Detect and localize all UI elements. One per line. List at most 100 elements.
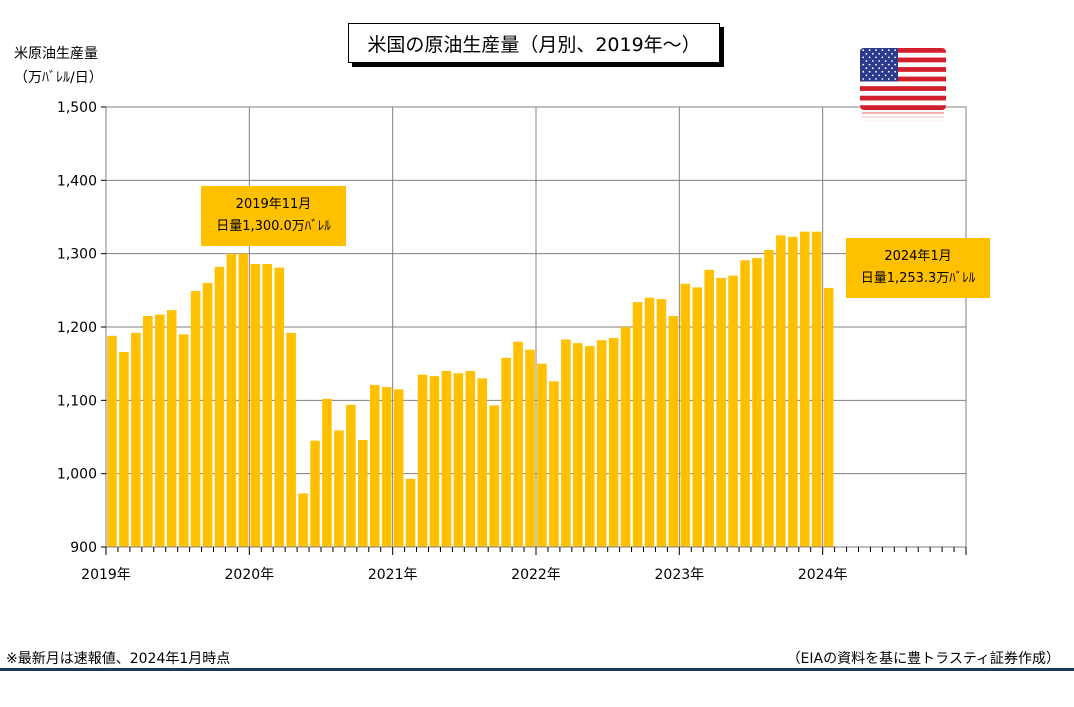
bar — [369, 384, 380, 547]
flag-star — [878, 52, 881, 55]
bar — [740, 260, 750, 547]
flag-star — [884, 67, 887, 70]
flag-star — [878, 60, 881, 62]
bar — [429, 376, 440, 547]
y-tick-label: 1,100 — [57, 393, 97, 409]
flag-star — [878, 67, 881, 70]
bar — [716, 277, 726, 547]
flag-star — [881, 78, 884, 80]
flag-star — [868, 63, 871, 66]
bar — [692, 287, 703, 547]
y-tick-label: 1,200 — [57, 320, 97, 336]
bar — [549, 381, 559, 547]
callout-latest-date: 2024年1月 — [884, 249, 952, 264]
flag-star — [887, 49, 890, 52]
bar — [166, 310, 177, 547]
x-tick-label: 2019年 — [81, 567, 131, 583]
flag-star — [871, 52, 874, 55]
bar — [107, 335, 117, 547]
bar — [441, 371, 452, 547]
bar — [238, 253, 249, 547]
bar — [393, 389, 404, 547]
bar-series — [107, 231, 834, 548]
flag-star — [887, 78, 890, 80]
flag-star — [865, 52, 868, 55]
bar — [119, 351, 129, 547]
flag-reflection — [860, 110, 946, 126]
flag-star — [875, 49, 877, 52]
bar — [704, 269, 714, 547]
bar — [728, 275, 738, 547]
bar — [668, 316, 679, 547]
bar — [250, 263, 261, 547]
callout-peak-2019: 2019年11月 日量1,300.0万ﾊﾞﾚﾙ — [201, 186, 346, 246]
flag-star — [865, 74, 868, 77]
bar — [274, 267, 284, 547]
flag-star — [875, 70, 877, 73]
bar — [477, 378, 488, 547]
bar — [453, 373, 464, 547]
bar — [561, 339, 571, 547]
x-tick-label: 2024年 — [798, 567, 848, 583]
flag-star — [862, 70, 865, 73]
flag-star — [894, 56, 897, 59]
x-axis-labels: 2019年 2020年 2021年 2022年 2023年 2024年 — [81, 567, 847, 583]
flag-star — [862, 78, 865, 80]
bar — [298, 493, 308, 547]
bottom-rule — [0, 668, 1074, 671]
bar — [190, 291, 201, 547]
flag-star — [894, 63, 897, 66]
bar — [214, 266, 225, 547]
callout-latest-2024: 2024年1月 日量1,253.3万ﾊﾞﾚﾙ — [846, 238, 990, 298]
callout-peak-value: 日量1,300.0万ﾊﾞﾚﾙ — [216, 219, 331, 234]
y-tick-label: 1,000 — [57, 467, 97, 483]
footnote: ※最新月は速報値、2024年1月時点 — [6, 651, 231, 667]
y-tick-label: 1,300 — [57, 247, 97, 263]
bar — [525, 349, 535, 547]
flag-star — [891, 67, 893, 70]
flag-star — [887, 56, 890, 59]
bar — [656, 299, 667, 547]
bar — [764, 250, 774, 547]
flag-star — [871, 74, 874, 77]
bar — [608, 338, 619, 547]
bar — [620, 327, 631, 547]
flag-star — [875, 56, 877, 59]
y-tick-label: 900 — [70, 540, 97, 556]
bar — [537, 363, 547, 547]
bar — [358, 439, 368, 547]
flag-star — [891, 60, 893, 62]
us-flag-icon — [860, 48, 946, 126]
flag-star — [865, 67, 868, 70]
bar — [823, 287, 834, 547]
bar — [489, 405, 499, 547]
chart-title: 米国の原油生産量（月別、2019年～） — [348, 23, 720, 63]
bar — [501, 357, 511, 547]
flag-star — [891, 52, 893, 55]
flag-star — [865, 60, 868, 62]
bar — [788, 236, 798, 548]
flag-star — [868, 70, 871, 73]
bar — [143, 316, 153, 547]
flag-star — [875, 63, 877, 66]
flag-star — [884, 74, 887, 77]
x-tick-label: 2021年 — [368, 567, 418, 583]
bar — [799, 231, 810, 547]
bar — [178, 334, 189, 547]
bar — [632, 302, 643, 547]
bar — [584, 346, 595, 547]
x-tick-label: 2020年 — [225, 567, 275, 583]
flag-star — [881, 56, 884, 59]
bar — [286, 332, 296, 547]
y-tick-label: 1,500 — [57, 100, 97, 116]
y-axis-label: 米原油生産量 （万ﾊﾞﾚﾙ/日） — [14, 42, 103, 90]
bar — [465, 371, 476, 547]
flag-star — [868, 78, 871, 80]
flag-star — [884, 60, 887, 62]
flag-star — [881, 49, 884, 52]
bar — [680, 283, 691, 547]
flag-star — [884, 52, 887, 55]
source-note: （EIAの資料を基に豊トラスティ証券作成） — [786, 651, 1060, 667]
horizontal-gridlines — [106, 179, 966, 475]
